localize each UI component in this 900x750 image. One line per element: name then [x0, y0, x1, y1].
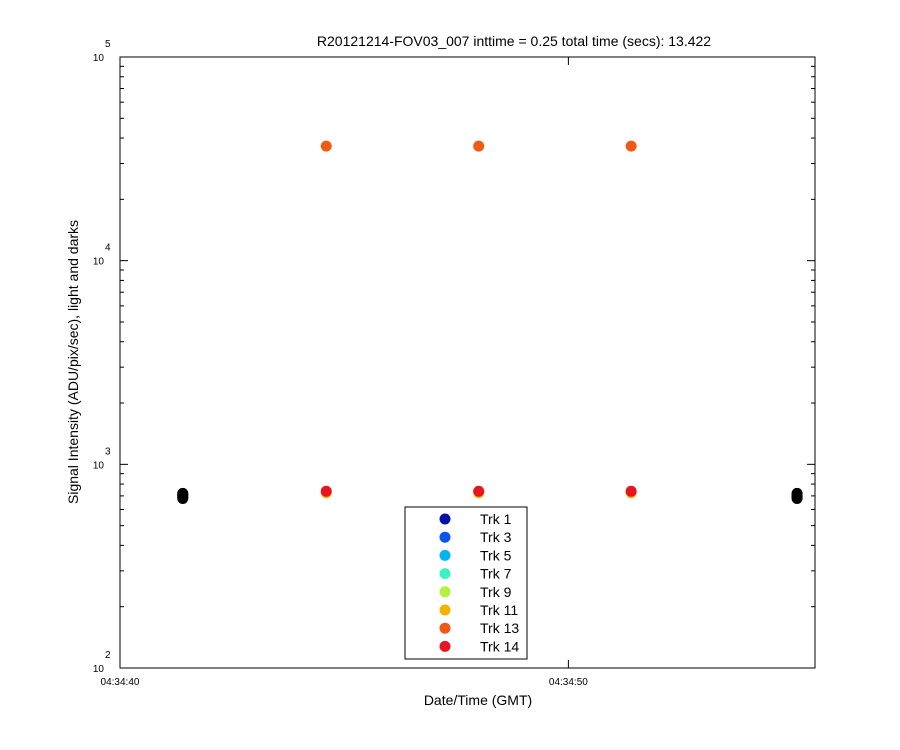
light-point [473, 140, 485, 152]
legend-marker [439, 568, 451, 580]
x-tick-label: 04:34:40 [101, 677, 140, 688]
y-tick-label-base: 10 [93, 460, 105, 471]
y-tick-label-base: 10 [93, 257, 105, 268]
y-tick-label-exp: 2 [105, 650, 111, 661]
legend: Trk 1 Trk 3 Trk 5 Trk 7 Trk 9 Trk 11 Trk 13 Trk… [404, 506, 528, 660]
y-tick-label-exp: 3 [105, 446, 111, 457]
dark-point [177, 487, 189, 499]
legend-box [404, 506, 528, 660]
legend-marker [439, 604, 451, 616]
y-axis-label: Signal Intensity (ADU/pix/sec), light an… [65, 220, 81, 504]
dark-point [791, 487, 803, 499]
legend-marker [439, 531, 451, 543]
legend-marker [439, 586, 451, 598]
legend-label: Trk 5 [480, 547, 512, 563]
x-axis-label: Date/Time (GMT) [424, 692, 532, 708]
legend-label: Trk 13 [480, 620, 519, 636]
x-axis-ticks: 04:34:40 04:34:50 [101, 57, 588, 688]
light-point [625, 140, 637, 152]
x-tick-label: 04:34:50 [549, 677, 588, 688]
legend-label: Trk 3 [480, 529, 512, 545]
legend-marker [439, 549, 451, 561]
legend-label: Trk 7 [480, 566, 512, 582]
y-tick-label-base: 10 [93, 664, 105, 675]
chart-title: R20121214-FOV03_007 inttime = 0.25 total… [317, 33, 711, 49]
legend-label: Trk 14 [480, 638, 519, 654]
data-points [177, 140, 803, 504]
light-point [625, 485, 637, 497]
light-point [473, 485, 485, 497]
plot-area-frame [119, 56, 816, 669]
legend-marker [439, 640, 451, 652]
y-tick-label-exp: 4 [105, 243, 111, 254]
legend-marker [439, 622, 451, 634]
legend-label: Trk 11 [480, 602, 518, 618]
legend-label: Trk 9 [480, 584, 512, 600]
light-point [320, 485, 332, 497]
light-point [320, 140, 332, 152]
y-tick-label-base: 10 [93, 53, 105, 64]
legend-marker [439, 513, 451, 525]
legend-label: Trk 1 [480, 511, 512, 527]
y-tick-label-exp: 5 [105, 39, 111, 50]
